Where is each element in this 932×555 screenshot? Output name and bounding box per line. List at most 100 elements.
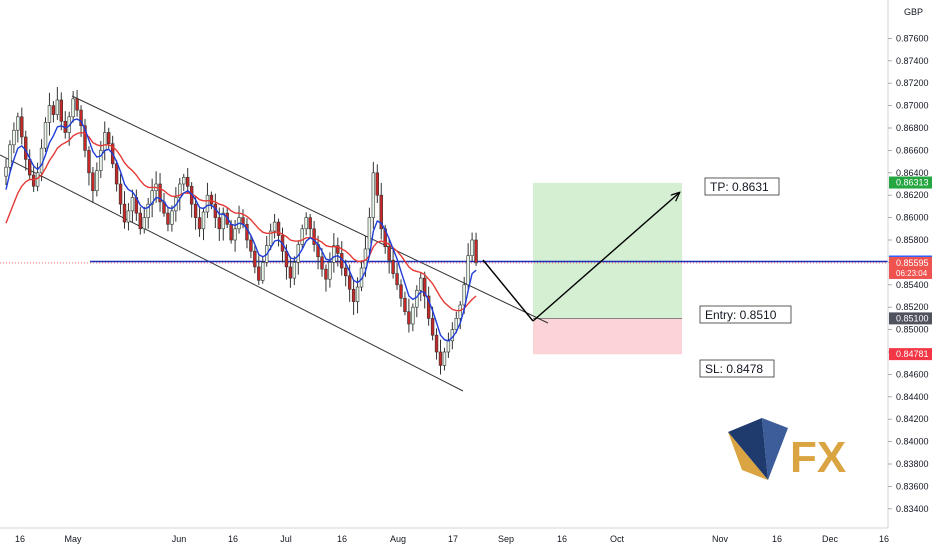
candle-body [367, 217, 372, 250]
candle-body [158, 183, 162, 203]
candle-body [288, 266, 293, 279]
candle-body [379, 194, 383, 230]
candle-body [16, 116, 20, 131]
candle-body [87, 150, 91, 174]
candle-body [462, 284, 466, 306]
price-badge-countdown: 06:23:04 [896, 269, 928, 278]
price-badge[interactable] [889, 176, 932, 189]
price-badge[interactable] [889, 312, 932, 325]
y-tick-label: 0.87000 [896, 101, 929, 111]
x-tick-label: Sep [498, 534, 514, 544]
x-tick-label: 16 [772, 534, 782, 544]
channel-upper-line[interactable] [71, 95, 549, 324]
y-tick-label: 0.85000 [896, 325, 929, 335]
price-badge-label: 0.86313 [896, 178, 929, 188]
y-tick-label: 0.86600 [896, 145, 929, 155]
candle-body [442, 351, 447, 366]
entry-label: Entry: 0.8510 [705, 308, 777, 322]
candle-body [39, 147, 44, 174]
moving-average-red [5, 131, 477, 312]
candle-body [4, 166, 8, 177]
candle-body [201, 211, 206, 230]
price-badge[interactable] [889, 348, 932, 361]
candle-body [474, 239, 478, 263]
y-tick-label: 0.84600 [896, 369, 929, 379]
candle-body [320, 256, 324, 270]
candle-body [375, 172, 379, 196]
candle-body [411, 306, 415, 325]
candle-body [387, 246, 391, 261]
candle-body [351, 288, 356, 302]
sl-label: SL: 0.8478 [705, 362, 763, 376]
candle-body [170, 210, 174, 225]
candle-body [261, 262, 265, 281]
candle-body [312, 228, 316, 245]
candle-body [95, 170, 99, 192]
candle-body [47, 105, 52, 123]
candle-body [308, 217, 312, 230]
channel-lower-line[interactable] [0, 154, 464, 392]
candle-body [292, 262, 297, 279]
y-tick-label: 0.83600 [896, 481, 929, 491]
x-tick-label: May [64, 534, 82, 544]
candle-body [142, 217, 146, 230]
candle-body [8, 144, 12, 168]
y-tick-label: 0.83800 [896, 459, 929, 469]
logo-text: FX [790, 433, 846, 482]
candle-body [407, 311, 411, 325]
y-tick-label: 0.86000 [896, 213, 929, 223]
candle-body [107, 132, 111, 144]
y-tick-label: 0.87200 [896, 78, 929, 88]
candle-body [336, 245, 340, 254]
candle-body [217, 217, 221, 230]
candle-body [399, 284, 403, 299]
candle-body [454, 318, 458, 330]
take-profit-zone[interactable] [533, 182, 682, 319]
candle-body [253, 250, 257, 268]
candle-body [12, 129, 16, 146]
y-tick-label: 0.86800 [896, 123, 929, 133]
candle-body [79, 109, 83, 127]
y-tick-label: 0.84400 [896, 392, 929, 402]
projection-up-arrow [532, 193, 679, 322]
candle-body [328, 262, 332, 280]
stop-loss-zone[interactable] [533, 318, 682, 355]
x-tick-label: Aug [390, 534, 406, 544]
candle-body [332, 245, 336, 263]
candle-body [35, 172, 40, 187]
candle-body [272, 221, 277, 232]
x-tick-label: 16 [557, 534, 567, 544]
candle-body [150, 190, 154, 205]
x-tick-label: Dec [822, 534, 839, 544]
candle-body [426, 295, 431, 319]
tp-label-box [704, 177, 780, 196]
candle-body [466, 255, 470, 286]
price-badge[interactable] [889, 256, 932, 279]
candle-body [434, 334, 439, 353]
candle-body [276, 221, 281, 236]
candle-body [71, 98, 75, 118]
candle-body [193, 203, 198, 218]
candle-body [229, 224, 233, 241]
x-tick-label: Jun [172, 534, 187, 544]
candle-body [114, 163, 119, 185]
candle-body [138, 212, 142, 230]
sl-label-box [699, 359, 775, 378]
y-tick-label: 0.86200 [896, 190, 929, 200]
candle-body [83, 125, 87, 151]
x-tick-label: 17 [448, 534, 458, 544]
y-tick-label: 0.85400 [896, 280, 929, 290]
candle-body [403, 297, 407, 312]
candle-body [304, 217, 308, 230]
price-badge-label: 0.84781 [896, 349, 929, 359]
candle-body [43, 122, 48, 149]
logo-mark-dark [728, 418, 768, 480]
candle-body [438, 351, 443, 366]
candle-body [458, 304, 462, 319]
candle-body [182, 176, 186, 185]
candle-body [205, 194, 210, 213]
candle-body [75, 98, 79, 111]
y-tick-label: 0.85200 [896, 302, 929, 312]
